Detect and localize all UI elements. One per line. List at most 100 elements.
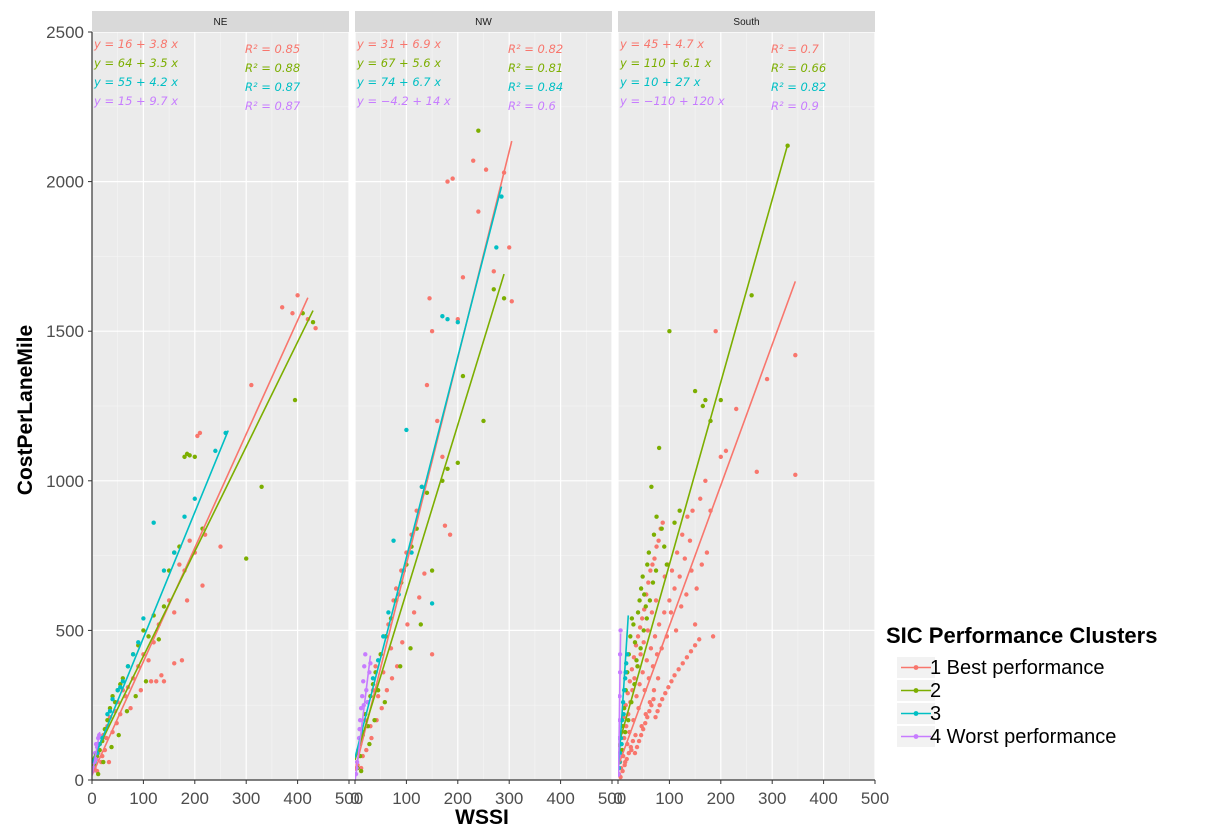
data-point-cluster-2 bbox=[445, 466, 450, 472]
data-point-cluster-1 bbox=[704, 550, 710, 555]
data-point-cluster-1 bbox=[622, 762, 627, 768]
data-point-cluster-1 bbox=[680, 532, 685, 537]
data-point-cluster-2 bbox=[622, 729, 628, 735]
panel-ne bbox=[92, 32, 349, 780]
data-point-cluster-3 bbox=[110, 697, 115, 702]
y-tick-label: 0 bbox=[75, 771, 84, 790]
fit-line-cluster-3 bbox=[92, 430, 229, 764]
data-point-cluster-3 bbox=[136, 640, 141, 645]
data-point-cluster-1 bbox=[632, 750, 638, 756]
data-point-cluster-1 bbox=[424, 382, 430, 388]
x-tick-label: 100 bbox=[655, 789, 683, 808]
data-point-cluster-3 bbox=[161, 568, 167, 573]
data-point-cluster-1 bbox=[648, 646, 654, 651]
data-point-cluster-2 bbox=[358, 768, 364, 774]
data-point-cluster-1 bbox=[754, 469, 759, 475]
data-point-cluster-2 bbox=[146, 634, 151, 639]
data-point-cluster-1 bbox=[648, 568, 653, 573]
y-tick-label: 2000 bbox=[46, 173, 84, 192]
data-point-cluster-1 bbox=[640, 726, 646, 732]
data-point-cluster-1 bbox=[507, 245, 512, 250]
data-point-cluster-1 bbox=[650, 562, 655, 567]
data-point-cluster-1 bbox=[621, 735, 627, 741]
data-point-cluster-1 bbox=[179, 658, 185, 663]
data-point-cluster-1 bbox=[373, 664, 378, 669]
legend-label: 4 Worst performance bbox=[930, 726, 1116, 748]
data-point-cluster-1 bbox=[673, 628, 679, 633]
data-point-cluster-1 bbox=[649, 610, 655, 615]
data-point-cluster-1 bbox=[161, 679, 167, 684]
data-point-cluster-1 bbox=[384, 688, 390, 693]
data-point-cluster-2 bbox=[635, 664, 640, 669]
data-point-cluster-1 bbox=[638, 732, 644, 738]
r2-label: R² = 0.7 bbox=[771, 42, 820, 56]
r2-label: R² = 0.87 bbox=[245, 99, 301, 113]
fit-line-cluster-1 bbox=[92, 297, 309, 776]
data-point-cluster-1 bbox=[393, 586, 399, 591]
fit-line-cluster-2 bbox=[618, 144, 789, 748]
equation-label: y = 67 + 5.6 x bbox=[356, 56, 441, 70]
data-point-cluster-1 bbox=[764, 376, 770, 382]
fit-line-cluster-3 bbox=[618, 615, 630, 778]
equation-label: y = 55 + 4.2 x bbox=[93, 75, 178, 89]
data-point-cluster-1 bbox=[128, 705, 133, 711]
r2-label: R² = 0.87 bbox=[245, 80, 301, 94]
data-point-cluster-2 bbox=[638, 646, 643, 651]
data-point-cluster-4 bbox=[362, 664, 367, 669]
data-point-cluster-1 bbox=[694, 586, 699, 591]
y-tick-label: 1500 bbox=[46, 322, 84, 341]
data-point-cluster-2 bbox=[672, 520, 677, 525]
data-point-cluster-2 bbox=[662, 544, 667, 549]
equation-label: y = −110 + 120 x bbox=[619, 94, 725, 108]
data-point-cluster-1 bbox=[656, 622, 662, 627]
data-point-cluster-2 bbox=[645, 562, 650, 567]
data-point-cluster-2 bbox=[629, 616, 635, 621]
data-point-cluster-2 bbox=[109, 744, 114, 750]
facet-strip bbox=[618, 11, 875, 32]
data-point-cluster-3 bbox=[105, 711, 110, 717]
data-point-cluster-1 bbox=[295, 293, 300, 298]
data-point-cluster-3 bbox=[440, 314, 445, 319]
data-point-cluster-1 bbox=[674, 550, 680, 555]
data-point-cluster-4 bbox=[363, 652, 368, 657]
data-point-cluster-1 bbox=[640, 670, 645, 675]
data-point-cluster-1 bbox=[635, 634, 641, 639]
data-point-cluster-1 bbox=[793, 352, 798, 358]
data-point-cluster-2 bbox=[626, 717, 631, 723]
data-point-cluster-1 bbox=[620, 768, 625, 774]
legend-key-point bbox=[913, 688, 919, 693]
x-tick-label: 500 bbox=[598, 789, 626, 808]
x-axis-title: WSSI bbox=[455, 806, 509, 829]
data-point-cluster-3 bbox=[419, 484, 425, 489]
data-point-cluster-2 bbox=[703, 397, 708, 403]
data-point-cluster-1 bbox=[249, 382, 254, 388]
equation-label: y = 15 + 9.7 x bbox=[93, 94, 178, 108]
data-point-cluster-2 bbox=[647, 598, 653, 603]
data-point-cluster-1 bbox=[660, 697, 665, 702]
data-point-cluster-2 bbox=[649, 484, 654, 489]
fit-line-cluster-4 bbox=[618, 633, 622, 778]
data-point-cluster-1 bbox=[649, 703, 654, 708]
data-point-cluster-2 bbox=[643, 604, 648, 609]
data-point-cluster-1 bbox=[476, 209, 481, 214]
data-point-cluster-1 bbox=[631, 655, 637, 660]
data-point-cluster-1 bbox=[447, 532, 453, 537]
data-point-cluster-2 bbox=[141, 628, 146, 633]
data-point-cluster-1 bbox=[369, 735, 374, 741]
data-point-cluster-3 bbox=[494, 245, 499, 250]
data-point-cluster-1 bbox=[627, 679, 633, 684]
data-point-cluster-2 bbox=[501, 296, 507, 301]
data-point-cluster-2 bbox=[187, 453, 192, 458]
facet-strip-label: NW bbox=[475, 17, 492, 28]
data-point-cluster-1 bbox=[660, 520, 665, 525]
data-point-cluster-1 bbox=[655, 708, 660, 714]
data-point-cluster-2 bbox=[116, 732, 121, 738]
r2-label: R² = 0.66 bbox=[771, 61, 826, 75]
data-point-cluster-1 bbox=[146, 658, 151, 663]
data-point-cluster-1 bbox=[218, 544, 223, 549]
data-point-cluster-2 bbox=[653, 568, 659, 573]
data-point-cluster-2 bbox=[692, 388, 698, 394]
r2-label: R² = 0.88 bbox=[245, 61, 300, 75]
data-point-cluster-1 bbox=[645, 714, 650, 720]
data-point-cluster-1 bbox=[667, 598, 672, 603]
